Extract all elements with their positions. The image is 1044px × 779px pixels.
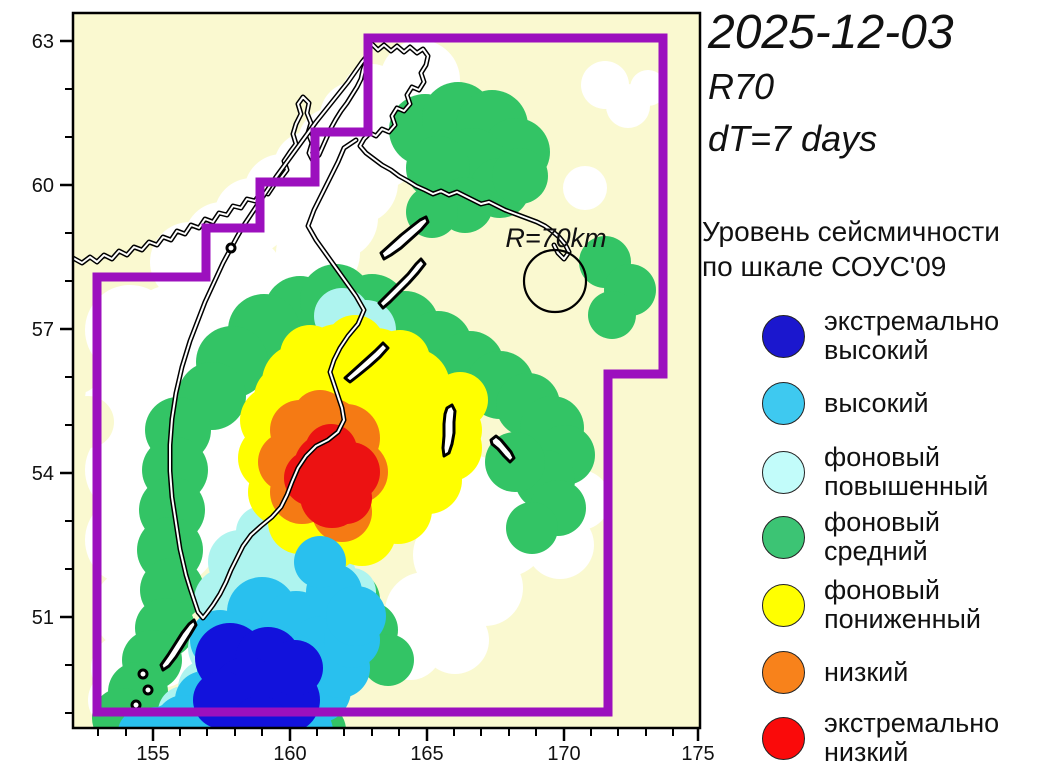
legend-item-label: экстремально низкий [824,708,1000,767]
y-tick-label: 57 [32,319,54,341]
level-extremely-high [193,623,323,727]
islands [130,215,516,717]
legend-item-label: высокий [824,387,929,418]
legend-item-background-elevated: фоновый повышенный [762,443,988,501]
y-axis-labels: 63 60 57 54 51 [32,31,54,629]
legend-item-label: низкий [824,656,909,687]
date-label: 2025-12-03 [708,6,954,59]
kuril-island [159,618,198,672]
time-window-label: dT=7 days [708,118,878,159]
scale-circle [522,248,588,314]
x-axis-labels: 155 160 165 170 175 [136,743,714,765]
background-elevated-color-dot [762,450,805,494]
legend-item-background-lowered: фоновый пониженный [762,576,981,634]
x-tick-label: 170 [547,743,580,765]
legend-item-extremely-high: экстремально высокий [762,307,999,365]
radius-label: R70 [708,66,775,107]
legend-title: Уровень сейсмичности по шкале СОУС'09 [702,216,1000,282]
y-tick-label: 63 [32,31,54,53]
cape-kamchatsky-outline [377,257,427,310]
legend-item-low: низкий [762,643,908,701]
level-extremely-low [284,424,380,528]
background-lowered-color-dot [762,583,805,627]
karaginsky-island [379,215,430,261]
legend-item-label: фоновый пониженный [824,575,982,634]
y-tick-label: 60 [32,175,54,197]
commander-island-2 [489,434,516,464]
scale-label: R=70km [505,223,606,253]
legend-item-extremely-low: экстремально низкий [762,709,999,767]
low-color-dot [762,650,805,694]
legend-item-label: фоновый повышенный [824,442,989,501]
x-tick-label: 155 [136,743,169,765]
extremely-low-color-dot [762,716,805,760]
plot-frame [71,11,702,730]
x-tick-label: 165 [410,743,443,765]
x-tick-label: 160 [273,743,306,765]
y-tick-label: 54 [32,463,54,485]
islet [225,242,237,254]
extremely-high-color-dot [762,314,805,358]
commander-island-1 [441,403,457,458]
islet [142,684,154,696]
background-medium-color-dot [762,515,805,559]
islet [137,668,149,680]
legend-item-background-medium: фоновый средний [762,508,940,566]
high-color-dot [762,381,805,425]
legend-item-label: фоновый средний [824,507,940,566]
network-boundary-polygon [92,33,668,717]
legend-item-high: высокий [762,374,929,432]
legend-item-label: экстремально высокий [824,306,1000,365]
cape-kronotsky-outline [343,341,390,384]
axis-ticks [60,39,700,741]
x-tick-label: 175 [681,743,714,765]
y-tick-label: 51 [32,607,54,629]
